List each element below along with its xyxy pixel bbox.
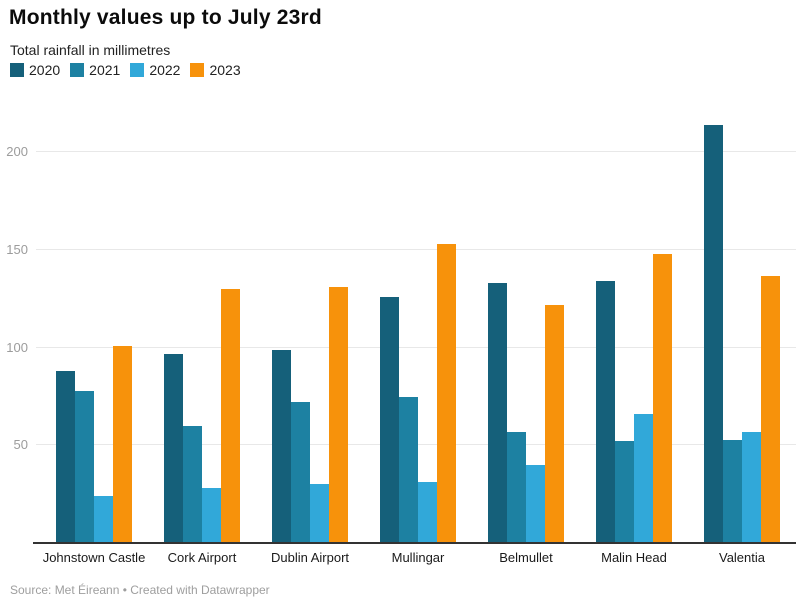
legend-swatch-2021	[70, 63, 85, 77]
gridline-200	[36, 151, 796, 153]
legend-label-2022: 2022	[149, 62, 181, 78]
legend-label-2020: 2020	[29, 62, 61, 78]
bar-group: Johnstown Castle	[40, 90, 148, 565]
bar-2021	[723, 439, 742, 543]
y-tick-label-50: 50	[13, 437, 28, 453]
gridline-100	[36, 346, 796, 348]
bar-2022	[94, 496, 113, 543]
bar-group: Belmullet	[472, 90, 580, 565]
bar-2022	[526, 464, 545, 543]
bar-2020	[596, 281, 615, 543]
bar-group: Malin Head	[580, 90, 688, 565]
chart-subtitle: Total rainfall in millimetres	[10, 42, 171, 58]
bar-2020	[488, 283, 507, 543]
bar-2022	[202, 488, 221, 543]
bar-2020	[272, 349, 291, 543]
bar-cluster	[488, 283, 564, 543]
x-axis-label: Dublin Airport	[270, 550, 350, 565]
legend-item-2022: 2022	[130, 62, 180, 78]
bar-2023	[761, 275, 780, 543]
x-axis-label: Belmullet	[499, 550, 553, 565]
bar-2021	[399, 396, 418, 543]
bar-2022	[634, 414, 653, 543]
x-axis-label: Valentia	[718, 550, 765, 565]
bar-2020	[704, 125, 723, 543]
bar-cluster	[704, 125, 780, 543]
bar-cluster	[596, 254, 672, 543]
bar-2020	[164, 353, 183, 543]
x-axis-label: Johnstown Castle	[42, 550, 146, 565]
x-axis-label: Cork Airport	[167, 550, 237, 565]
bar-2021	[75, 390, 94, 543]
plot-area: 50 100 150 200 Johnstown Castle Cork Airport D…	[6, 90, 796, 565]
bar-cluster	[164, 289, 240, 543]
bar-2020	[56, 371, 75, 543]
bar-group: Valentia	[688, 90, 796, 565]
bar-2023	[329, 287, 348, 543]
legend-label-2023: 2023	[209, 62, 241, 78]
bar-group: Cork Airport	[148, 90, 256, 565]
bar-cluster	[56, 345, 132, 543]
chart-title: Monthly values up to July 23rd	[9, 6, 322, 29]
bar-2023	[221, 289, 240, 543]
bar-2022	[310, 484, 329, 543]
legend: 2020 2021 2022 2023	[10, 62, 241, 78]
bar-group: Mullingar	[364, 90, 472, 565]
gridline-150	[36, 249, 796, 251]
bar-cluster	[380, 244, 456, 543]
bar-2023	[437, 244, 456, 543]
bar-2023	[653, 254, 672, 543]
bar-2023	[113, 345, 132, 543]
bar-2021	[291, 402, 310, 543]
source-note: Source: Met Éireann • Created with Dataw…	[10, 583, 270, 597]
bar-2021	[183, 425, 202, 543]
bar-2022	[418, 482, 437, 543]
bar-groups: Johnstown Castle Cork Airport Dublin Airpo…	[40, 90, 796, 565]
bar-2020	[380, 296, 399, 543]
bar-group: Dublin Airport	[256, 90, 364, 565]
bar-2023	[545, 304, 564, 543]
legend-label-2021: 2021	[89, 62, 121, 78]
x-axis-label: Mullingar	[391, 550, 445, 565]
legend-swatch-2023	[190, 63, 205, 77]
bar-2022	[742, 431, 761, 543]
x-axis-label: Malin Head	[601, 550, 667, 565]
bar-2021	[507, 431, 526, 543]
bar-2021	[615, 441, 634, 543]
legend-item-2021: 2021	[70, 62, 120, 78]
bar-cluster	[272, 287, 348, 543]
legend-item-2020: 2020	[10, 62, 60, 78]
legend-swatch-2020	[10, 63, 24, 77]
legend-swatch-2022	[130, 63, 145, 77]
x-axis-line	[33, 542, 796, 544]
y-tick-label-150: 150	[6, 242, 28, 258]
y-tick-label-100: 100	[6, 339, 28, 355]
legend-item-2023: 2023	[190, 62, 241, 78]
y-tick-label-200: 200	[6, 144, 28, 160]
